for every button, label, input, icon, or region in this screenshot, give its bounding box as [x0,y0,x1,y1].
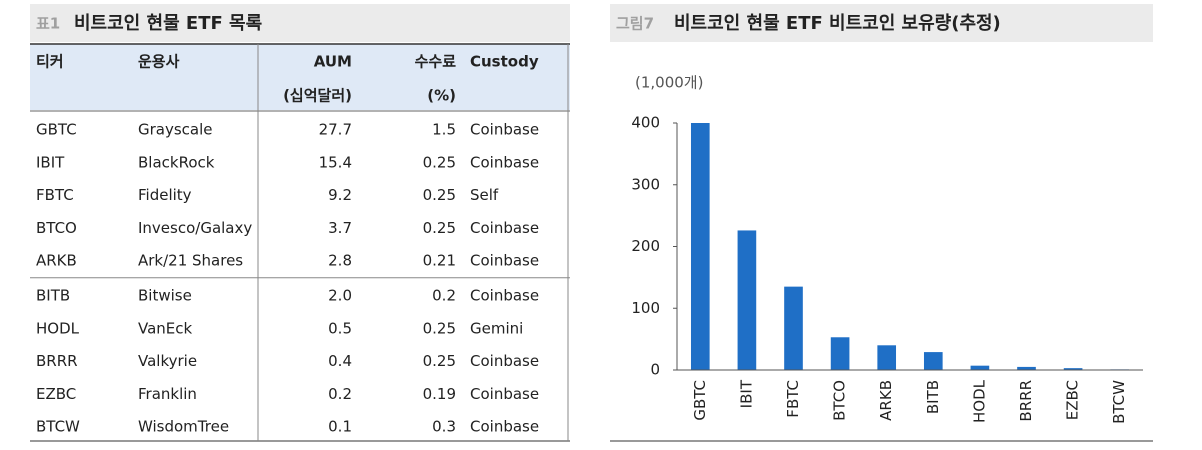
table-cell: 0.4 [328,352,352,370]
table-cell: Coinbase [470,385,539,403]
bar [970,365,990,370]
table-header-bg [30,44,570,110]
bar [877,345,897,370]
table-cell: VanEck [138,319,193,337]
column-header: Custody [470,53,539,71]
table-cell: 2.0 [328,287,352,305]
column-header: AUM [314,53,352,71]
bar [1063,368,1083,370]
table-cell: 9.2 [328,186,352,204]
table-cell: Coinbase [470,418,539,436]
table-cell: Fidelity [138,186,192,204]
table-cell: BTCO [36,219,77,237]
table-cell: 0.3 [432,418,456,436]
table-cell: 3.7 [328,219,352,237]
x-tick-label: EZBC [1064,380,1082,420]
chart-title: 비트코인 현물 ETF 비트코인 보유량(추정) [674,13,1001,34]
table-cell: Gemini [470,319,523,337]
table-cell: Coinbase [470,219,539,237]
table-cell: Valkyrie [138,352,197,370]
x-tick-label: BRRR [1017,380,1035,422]
x-tick-label: BITB [924,380,942,414]
x-tick-label: FBTC [784,380,802,418]
table-cell: ARKB [36,252,77,270]
table-cell: 0.21 [423,252,456,270]
bar [737,230,757,370]
y-tick-label: 400 [631,114,660,132]
table-cell: BITB [36,287,70,305]
table-cell: 2.8 [328,252,352,270]
table-label: 표1 [36,15,60,33]
y-tick-label: 300 [631,175,660,193]
table-cell: WisdomTree [138,418,229,436]
bar [830,337,850,370]
column-unit: (십억달러) [283,87,352,105]
y-tick-label: 200 [631,237,660,255]
table-cell: 0.25 [423,352,456,370]
column-header: 운용사 [138,53,180,71]
table-cell: Bitwise [138,287,192,305]
table-cell: Coinbase [470,252,539,270]
table-cell: 0.25 [423,219,456,237]
x-tick-label: BTCO [831,380,849,421]
table-cell: 1.5 [432,121,456,139]
table-cell: 0.25 [423,186,456,204]
table-cell: 15.4 [319,153,352,171]
x-tick-label: IBIT [737,379,755,408]
chart-title-bar [610,4,1153,42]
table-cell: 0.5 [328,319,352,337]
table-cell: BTCW [36,418,80,436]
table-cell: Grayscale [138,121,213,139]
bar [784,286,803,370]
table-cell: 0.25 [423,153,456,171]
table-cell: 0.25 [423,319,456,337]
table-cell: EZBC [36,385,76,403]
table-cell: 27.7 [319,121,352,139]
table-title-bar [30,4,570,42]
table-cell: BRRR [36,352,78,370]
table-cell: Ark/21 Shares [138,252,243,270]
table-cell: GBTC [36,121,77,139]
unit-label: (1,000개) [635,74,703,92]
table-cell: Coinbase [470,121,539,139]
table-cell: Franklin [138,385,197,403]
column-header: 수수료 [415,53,457,71]
table-cell: Coinbase [470,153,539,171]
column-header: 티커 [36,53,64,71]
table-cell: Coinbase [470,287,539,305]
table-cell: IBIT [36,153,65,171]
bar [1017,366,1036,370]
table-cell: 0.2 [328,385,352,403]
y-tick-label: 0 [650,361,660,379]
y-tick-label: 100 [631,299,660,317]
table-cell: 0.19 [423,385,456,403]
table-cell: BlackRock [138,153,215,171]
table-cell: HODL [36,319,80,337]
x-tick-label: ARKB [877,380,895,421]
column-unit: (%) [427,87,456,105]
chart-label: 그림7 [616,15,654,33]
table-cell: 0.2 [432,287,456,305]
table-cell: FBTC [36,186,74,204]
x-tick-label: BTCW [1110,380,1128,424]
x-tick-label: GBTC [691,380,709,421]
bar [923,352,943,370]
table-cell: Coinbase [470,352,539,370]
table-title: 비트코인 현물 ETF 목록 [74,13,262,34]
bar [690,123,710,370]
table-cell: Invesco/Galaxy [138,219,252,237]
table-cell: 0.1 [328,418,352,436]
table-cell: Self [470,186,499,204]
x-tick-label: HODL [970,379,988,423]
